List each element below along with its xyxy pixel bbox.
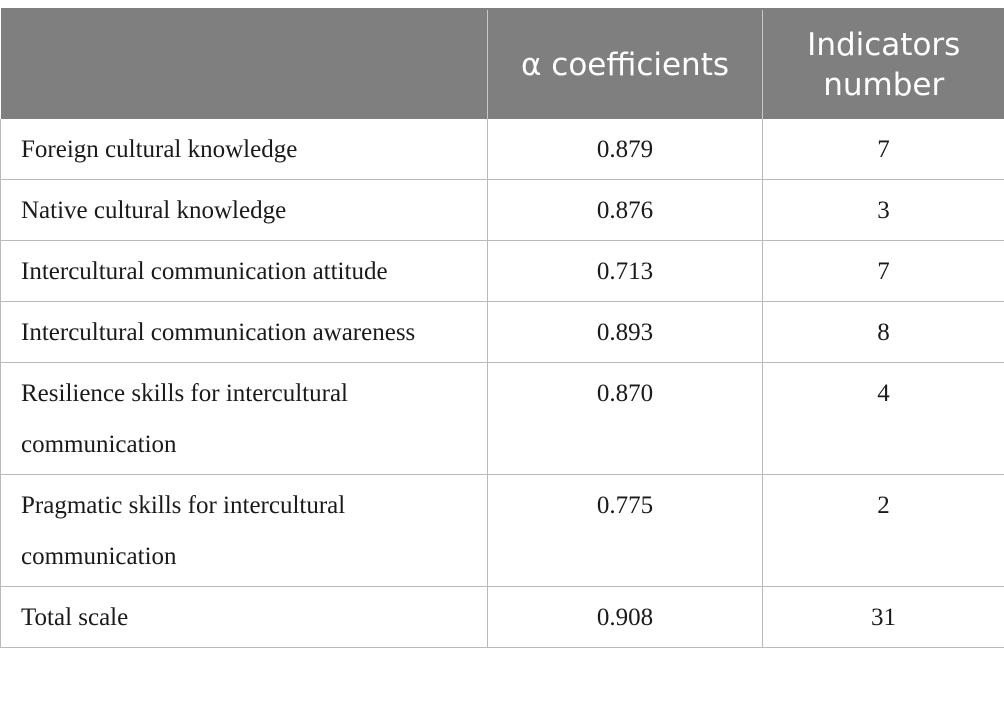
header-cell-alpha: α coefficients — [487, 9, 763, 119]
dimension-cell: Pragmatic skills for intercultural commu… — [0, 474, 488, 587]
alpha-cell: 0.775 — [487, 474, 763, 587]
alpha-cell: 0.893 — [487, 301, 763, 363]
table-row: Native cultural knowledge 0.876 3 — [0, 179, 1004, 241]
table-row: Pragmatic skills for intercultural commu… — [0, 474, 1004, 587]
indicators-cell: 2 — [762, 474, 1004, 587]
header-cell-dimension — [0, 9, 488, 119]
table-row: Intercultural communication attitude 0.7… — [0, 240, 1004, 302]
indicators-cell: 3 — [762, 179, 1004, 241]
header-row: α coefficients Indicators number — [0, 9, 1004, 119]
table-header: α coefficients Indicators number — [0, 9, 1004, 119]
dimension-cell: Native cultural knowledge — [0, 179, 488, 241]
dimension-cell: Foreign cultural knowledge — [0, 119, 488, 180]
table-body: Foreign cultural knowledge 0.879 7 Nativ… — [0, 119, 1004, 648]
indicators-cell: 4 — [762, 362, 1004, 475]
indicators-cell: 31 — [762, 586, 1004, 648]
dimension-cell: Resilience skills for intercultural comm… — [0, 362, 488, 475]
indicators-cell: 7 — [762, 240, 1004, 302]
header-cell-indicators: Indicators number — [762, 9, 1004, 119]
dimension-cell: Intercultural communication awareness — [0, 301, 488, 363]
indicators-cell: 8 — [762, 301, 1004, 363]
table-row: Intercultural communication awareness 0.… — [0, 301, 1004, 363]
table-row: Foreign cultural knowledge 0.879 7 — [0, 119, 1004, 180]
alpha-cell: 0.713 — [487, 240, 763, 302]
alpha-cell: 0.908 — [487, 586, 763, 648]
reliability-table: α coefficients Indicators number Foreign… — [0, 8, 1004, 648]
indicators-cell: 7 — [762, 119, 1004, 180]
table-row: Resilience skills for intercultural comm… — [0, 362, 1004, 475]
alpha-cell: 0.876 — [487, 179, 763, 241]
alpha-cell: 0.870 — [487, 362, 763, 475]
dimension-cell: Total scale — [0, 586, 488, 648]
table-row-total: Total scale 0.908 31 — [0, 586, 1004, 648]
dimension-cell: Intercultural communication attitude — [0, 240, 488, 302]
alpha-cell: 0.879 — [487, 119, 763, 180]
